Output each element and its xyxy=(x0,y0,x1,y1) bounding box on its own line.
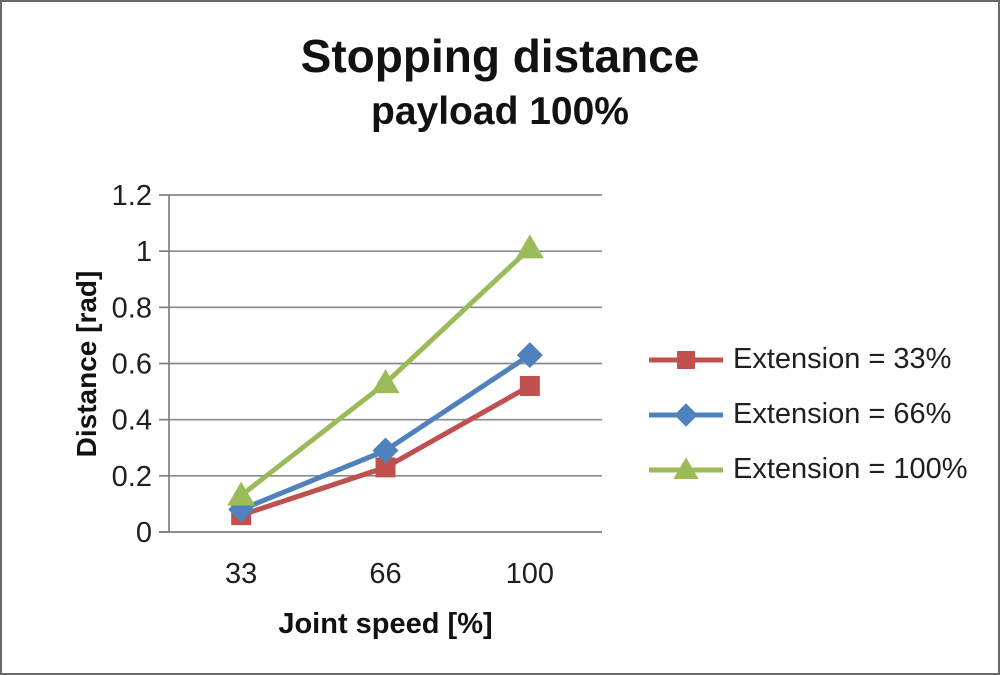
legend-marker-triangle-icon xyxy=(649,456,723,479)
y-tick-label: 0.2 xyxy=(112,461,152,493)
marker-square xyxy=(677,350,695,369)
marker-diamond xyxy=(674,402,698,427)
chart-title: Stopping distance xyxy=(300,30,700,82)
y-axis-title: Distance [rad] xyxy=(71,270,102,458)
x-axis-title: Joint speed [%] xyxy=(278,608,493,640)
legend-label: Extension = 66% xyxy=(733,398,952,430)
marker-triangle xyxy=(515,234,544,259)
legend: Extension = 33% Extension = 66% Extensio… xyxy=(647,332,968,497)
legend-label: Extension = 33% xyxy=(733,343,952,375)
x-tick-label: 33 xyxy=(225,558,257,590)
y-tick-label: 0.6 xyxy=(112,349,152,381)
marker-triangle xyxy=(673,456,699,479)
legend-item-extension-33: Extension = 33% xyxy=(647,332,968,387)
marker-diamond xyxy=(516,342,543,369)
y-tick-label: 1 xyxy=(136,236,152,268)
y-tick-label: 0.4 xyxy=(112,405,152,437)
y-tick-label: 0 xyxy=(136,517,152,549)
y-tick-label: 1.2 xyxy=(112,180,152,212)
marker-triangle xyxy=(371,369,400,394)
legend-item-extension-100: Extension = 100% xyxy=(647,442,968,497)
legend-label: Extension = 100% xyxy=(733,453,968,485)
x-tick-label: 100 xyxy=(506,558,554,590)
legend-item-extension-66: Extension = 66% xyxy=(647,387,968,442)
y-tick-label: 0.8 xyxy=(112,292,152,324)
marker-diamond xyxy=(372,437,399,464)
x-tick-label: 66 xyxy=(369,558,401,590)
chart-subtitle: payload 100% xyxy=(371,90,629,133)
legend-marker-square-icon xyxy=(649,350,723,369)
legend-marker-diamond-icon xyxy=(649,402,723,427)
marker-triangle xyxy=(227,481,256,506)
marker-square xyxy=(519,375,540,396)
marker-square xyxy=(375,457,396,478)
